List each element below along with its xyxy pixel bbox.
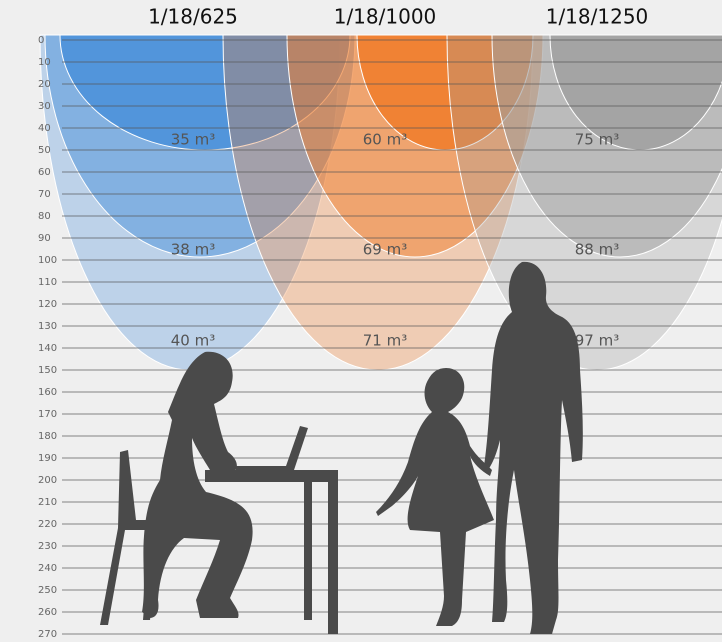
seated-woman xyxy=(142,351,253,618)
scale-label: 190 xyxy=(38,453,57,464)
silhouettes xyxy=(100,261,583,634)
scale-label: 100 xyxy=(38,255,57,266)
scale-label: 110 xyxy=(38,277,57,288)
volume-label: 97 m³ xyxy=(575,332,619,350)
column-title: 1/18/1000 xyxy=(334,5,437,29)
scale-label: 80 xyxy=(38,211,51,222)
scale-label: 120 xyxy=(38,299,57,310)
scale-label: 200 xyxy=(38,475,57,486)
volume-label: 38 m³ xyxy=(171,241,215,259)
scale-label: 90 xyxy=(38,233,51,244)
scale-label: 50 xyxy=(38,145,51,156)
scale-label: 270 xyxy=(38,629,57,640)
scale-label: 240 xyxy=(38,563,57,574)
scale-label: 150 xyxy=(38,365,57,376)
column-title: 1/18/1250 xyxy=(546,5,649,29)
scale-label: 230 xyxy=(38,541,57,552)
labels: 1/18/625 35 m³ 38 m³ 40 m³ 1/18/1000 60 m³ 69 … xyxy=(148,5,648,350)
scale-label: 250 xyxy=(38,585,57,596)
scale-label: 160 xyxy=(38,387,57,398)
desk xyxy=(205,470,338,634)
scale-label: 10 xyxy=(38,57,51,68)
scale: 0 10 20 30 40 50 60 70 80 90 100 110 120 130 140 150 160… xyxy=(38,35,722,640)
standing-woman xyxy=(484,261,583,634)
volume-label: 40 m³ xyxy=(171,332,215,350)
cones xyxy=(39,34,722,371)
scale-label: 60 xyxy=(38,167,51,178)
volume-label: 75 m³ xyxy=(575,131,619,149)
scale-label: 40 xyxy=(38,123,51,134)
scale-label: 140 xyxy=(38,343,57,354)
girl xyxy=(376,368,494,626)
scale-label: 130 xyxy=(38,321,57,332)
scale-label: 20 xyxy=(38,79,51,90)
scale-label: 220 xyxy=(38,519,57,530)
volume-label: 35 m³ xyxy=(171,131,215,149)
laptop xyxy=(236,426,308,472)
scale-label: 170 xyxy=(38,409,57,420)
volume-label: 69 m³ xyxy=(363,241,407,259)
scale-label: 70 xyxy=(38,189,51,200)
column-title: 1/18/625 xyxy=(148,5,238,29)
scale-label: 0 xyxy=(38,35,44,46)
scale-label: 260 xyxy=(38,607,57,618)
volume-label: 60 m³ xyxy=(363,131,407,149)
scale-label: 210 xyxy=(38,497,57,508)
volume-label: 71 m³ xyxy=(363,332,407,350)
scale-label: 30 xyxy=(38,101,51,112)
scale-label: 180 xyxy=(38,431,57,442)
volume-label: 88 m³ xyxy=(575,241,619,259)
